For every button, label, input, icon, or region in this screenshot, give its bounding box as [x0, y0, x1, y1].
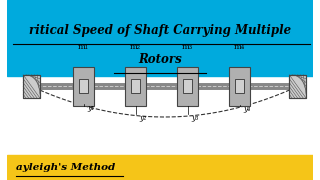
Text: m₁: m₁ — [78, 43, 89, 51]
Text: Rotors: Rotors — [138, 53, 182, 66]
Text: y₁: y₁ — [87, 104, 94, 112]
Text: ayleigh's Method: ayleigh's Method — [16, 163, 116, 172]
Bar — [177, 67, 198, 106]
Bar — [235, 80, 244, 93]
Text: m₄: m₄ — [234, 43, 245, 51]
Bar — [289, 75, 306, 98]
Bar — [289, 75, 306, 98]
Text: y₄: y₄ — [243, 105, 251, 114]
Bar — [23, 75, 40, 98]
Bar — [7, 0, 313, 76]
Bar — [131, 80, 140, 93]
Bar — [79, 80, 88, 93]
Bar — [183, 80, 192, 93]
Bar — [229, 67, 250, 106]
Text: m₂: m₂ — [130, 43, 141, 51]
Text: y₂: y₂ — [139, 114, 147, 122]
Bar — [125, 67, 146, 106]
Text: ritical Speed of Shaft Carrying Multiple: ritical Speed of Shaft Carrying Multiple — [29, 24, 291, 37]
Bar — [7, 155, 313, 180]
Bar — [23, 75, 40, 98]
Bar — [73, 67, 94, 106]
Text: y₃: y₃ — [191, 114, 198, 122]
Text: m₃: m₃ — [182, 43, 193, 51]
